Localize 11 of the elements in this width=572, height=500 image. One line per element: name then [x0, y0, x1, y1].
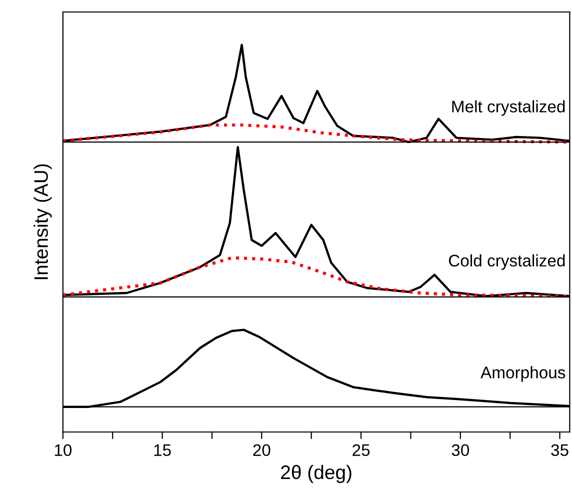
series-label: Cold crystalized [448, 254, 565, 270]
series-label: Amorphous [480, 366, 566, 382]
x-tick-label: 10 [54, 444, 72, 456]
x-tick-label: 35 [551, 444, 568, 456]
x-tick-label: 30 [452, 444, 470, 456]
x-tick-label: 20 [253, 444, 270, 456]
y-axis-title: Intensity (AU) [34, 164, 52, 280]
x-tick-label: 15 [154, 444, 171, 456]
series-label: Melt crystalized [452, 100, 565, 116]
x-axis-title: 2θ (deg) [281, 464, 352, 484]
x-tick-label: 25 [352, 444, 370, 456]
